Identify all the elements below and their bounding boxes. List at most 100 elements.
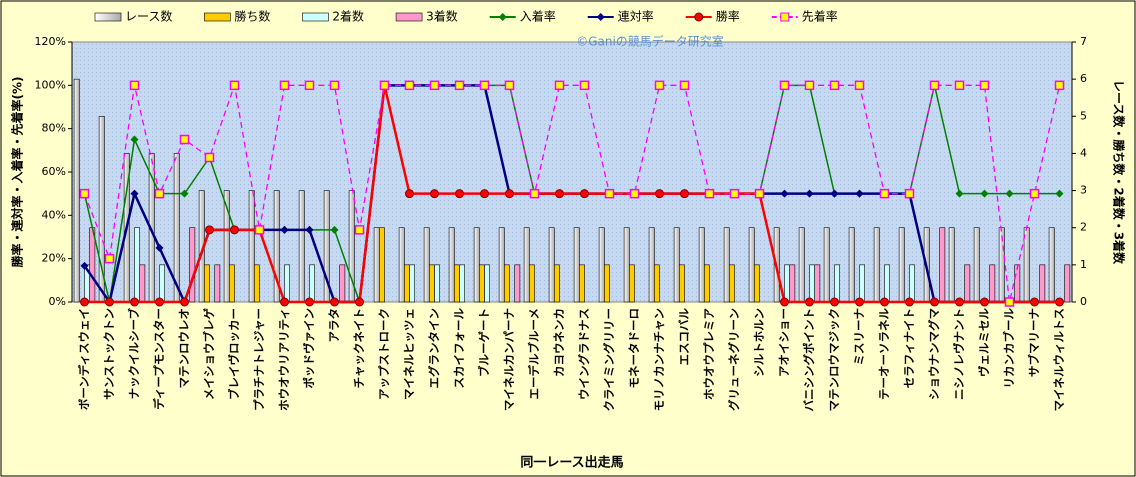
bar: [134, 227, 140, 303]
bar: [698, 227, 705, 303]
x-tick-label: マイネルウィルトス: [1052, 308, 1066, 412]
legend-swatch: [694, 12, 704, 22]
x-tick-label: エスコバル: [677, 308, 691, 366]
bar: [728, 264, 735, 303]
x-tick-label: エグランタイン: [427, 308, 441, 389]
x-tick-label: アオイショー: [777, 308, 791, 377]
legend-label: 先着率: [802, 9, 838, 24]
marker: [379, 80, 390, 91]
marker: [205, 225, 214, 235]
x-tick-label: ディープモンスター: [152, 308, 166, 410]
y-tick-label: 80%: [42, 122, 66, 135]
bar: [428, 264, 435, 303]
marker: [754, 188, 765, 199]
legend-label: 勝率: [716, 9, 740, 24]
bar: [448, 227, 455, 303]
marker: [155, 297, 164, 307]
x-tick-label: メイショウブレゲ: [202, 308, 216, 400]
marker: [1004, 297, 1015, 307]
bar: [814, 264, 821, 303]
watermark: ©Ganiの競馬データ研究室: [576, 34, 724, 49]
marker: [804, 80, 815, 91]
bar: [459, 264, 465, 303]
bar: [378, 227, 385, 303]
marker: [405, 189, 414, 199]
y-axis-label: 勝率・連対率・入着率・先着率(%): [10, 77, 25, 268]
marker: [1054, 80, 1065, 91]
x-tick-label: グリューネグリーン: [727, 308, 741, 411]
x-tick-label: ヴェルミセル: [977, 308, 991, 377]
marker: [629, 188, 640, 199]
marker: [1055, 189, 1064, 198]
bar: [873, 227, 880, 303]
bar: [598, 227, 605, 303]
plot-area: [71, 41, 1073, 303]
marker: [179, 134, 190, 145]
bar: [753, 264, 760, 303]
x-tick-label: カヨウネンカ: [552, 308, 566, 377]
x-tick-label: クライミングリリー: [602, 308, 616, 412]
bar: [498, 227, 505, 303]
y2-tick-label: 2: [1080, 221, 1087, 234]
bar: [1048, 227, 1055, 303]
y-tick-label: 40%: [42, 208, 66, 221]
bar: [514, 264, 521, 303]
marker: [504, 80, 515, 91]
marker: [780, 189, 789, 198]
legend-swatch: [204, 12, 231, 22]
bar: [248, 190, 255, 303]
marker: [80, 261, 89, 270]
x-tick-label: ニシノレヴナント: [952, 308, 966, 400]
bar: [623, 227, 630, 303]
line: [83, 84, 1061, 303]
bar: [898, 227, 905, 303]
legend-swatch: [395, 12, 423, 22]
marker: [905, 297, 914, 307]
marker: [579, 80, 590, 91]
marker: [105, 297, 114, 307]
marker: [430, 189, 439, 199]
x-tick-label: テーオーソラネル: [877, 308, 891, 400]
marker: [79, 188, 90, 199]
marker: [855, 297, 864, 307]
marker: [304, 80, 315, 91]
y-tick-label: 0%: [49, 295, 66, 308]
legend-swatch: [94, 12, 122, 22]
x-tick-label: シルトホルン: [752, 308, 766, 377]
marker: [855, 189, 864, 198]
marker: [280, 225, 289, 234]
marker: [654, 80, 665, 91]
marker: [254, 225, 265, 235]
marker: [980, 297, 989, 307]
bar: [964, 264, 971, 303]
bar: [254, 264, 260, 303]
marker: [279, 80, 290, 91]
bar: [453, 264, 460, 303]
x-tick-label: マテンロウレオ: [177, 308, 191, 389]
bar: [229, 264, 235, 303]
bar: [309, 264, 315, 303]
marker: [830, 297, 839, 307]
x-axis-label: 同一レース出走馬: [520, 455, 623, 471]
marker: [180, 297, 189, 307]
marker: [679, 80, 690, 91]
marker: [555, 189, 564, 199]
x-tick-label: プラチナトレジャー: [252, 308, 266, 411]
x-tick-label: ナックイルシーブ: [127, 308, 141, 400]
marker: [529, 188, 540, 199]
marker: [180, 189, 189, 198]
bar: [784, 264, 790, 303]
bar: [859, 264, 865, 303]
bar: [553, 264, 560, 303]
bar: [673, 227, 680, 303]
marker: [680, 189, 689, 199]
marker: [879, 188, 890, 199]
y2-axis-label: レース数・勝ち数・2着数・3着数: [1112, 80, 1127, 265]
marker: [479, 80, 490, 91]
marker: [554, 80, 565, 91]
bar: [884, 264, 890, 303]
x-tick-label: ウイングラドナス: [577, 308, 591, 400]
bar: [484, 264, 490, 303]
bar: [948, 227, 955, 303]
